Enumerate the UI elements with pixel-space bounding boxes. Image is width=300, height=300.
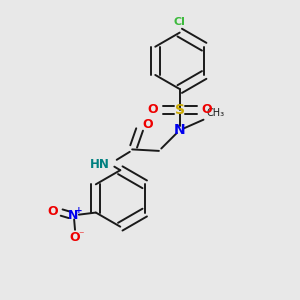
Text: ⁻: ⁻ (78, 231, 84, 241)
Text: O: O (143, 118, 154, 130)
Text: +: + (75, 206, 83, 215)
Text: O: O (47, 205, 58, 218)
Text: O: O (70, 231, 80, 244)
Text: Cl: Cl (174, 17, 186, 27)
Text: CH₃: CH₃ (206, 108, 225, 118)
Text: N: N (68, 209, 79, 222)
Text: O: O (147, 103, 158, 116)
Text: N: N (174, 123, 185, 137)
Text: O: O (202, 103, 212, 116)
Text: HN: HN (90, 158, 110, 171)
Text: S: S (175, 103, 185, 117)
